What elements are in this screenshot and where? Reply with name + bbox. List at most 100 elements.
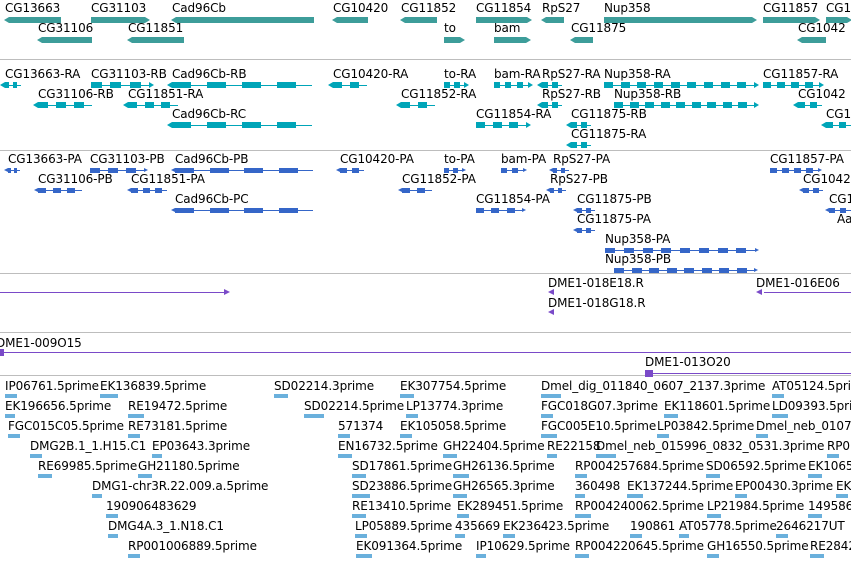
est-label[interactable]: RE2842 [810, 539, 851, 553]
gene-label[interactable]: CG13663 [5, 1, 61, 15]
est-label[interactable]: 2646217UT [776, 519, 845, 533]
transcript-glyph-exon[interactable] [723, 102, 732, 108]
est-label[interactable]: EK137244.5prime [627, 479, 734, 493]
est-glyph[interactable] [443, 454, 457, 458]
transcript-glyph-exon[interactable] [418, 102, 427, 108]
transcript-glyph-exon[interactable] [654, 82, 663, 88]
protein-glyph-exon[interactable] [352, 168, 359, 173]
est-glyph[interactable] [400, 394, 414, 398]
gene-glyph[interactable] [337, 17, 368, 23]
gene-glyph[interactable] [763, 17, 815, 23]
protein-label[interactable]: CG11875-PB [577, 192, 652, 206]
est-glyph[interactable] [657, 434, 669, 438]
est-glyph[interactable] [756, 434, 768, 438]
est-label[interactable]: AT05124.5prime [772, 379, 851, 393]
clone-label[interactable]: DME1-016E06 [756, 276, 840, 290]
transcript-glyph-exon[interactable] [738, 102, 747, 108]
transcript-label[interactable]: CG11852-RA [401, 87, 477, 101]
protein-label[interactable]: Aa [837, 212, 851, 226]
est-glyph[interactable] [827, 454, 839, 458]
protein-glyph-exon[interactable] [661, 248, 671, 253]
est-label[interactable]: RP004220645.5prime [575, 539, 704, 553]
protein-glyph-exon[interactable] [684, 268, 694, 273]
est-label[interactable]: 571374 [338, 419, 384, 433]
est-glyph[interactable] [575, 514, 591, 518]
est-glyph[interactable] [356, 554, 372, 558]
protein-glyph-exon[interactable] [453, 168, 458, 173]
transcript-label[interactable]: Nup358-RA [604, 67, 671, 81]
est-glyph[interactable] [100, 394, 118, 398]
protein-glyph-exon[interactable] [244, 168, 263, 173]
gene-glyph[interactable] [91, 17, 145, 23]
est-label[interactable]: LP13774.3prime [406, 399, 504, 413]
est-glyph[interactable] [776, 534, 788, 538]
est-label[interactable]: EP03643.3prime [152, 439, 250, 453]
est-label[interactable]: EK236423.5prime [503, 519, 610, 533]
est-label[interactable]: RP0 [827, 439, 850, 453]
transcript-glyph-exon[interactable] [810, 102, 817, 108]
est-label[interactable]: Dmel_neb_0107 [756, 419, 851, 433]
transcript-glyph-exon[interactable] [38, 102, 48, 108]
transcript-label[interactable]: Cad96Cb-RC [172, 107, 247, 121]
est-label[interactable]: Dmel_dig_011840_0607_2137.3prime [541, 379, 766, 393]
protein-label[interactable]: CG1 [829, 192, 851, 206]
protein-glyph-exon[interactable] [782, 168, 789, 173]
protein-glyph-exon[interactable] [14, 168, 17, 173]
gene-label[interactable]: CG31103 [91, 1, 147, 15]
protein-glyph-exon[interactable] [175, 208, 194, 213]
transcript-label[interactable]: CG11854-RA [476, 107, 552, 121]
est-label[interactable]: SD02214.5prime [304, 399, 405, 413]
transcript-glyph-exon[interactable] [494, 82, 500, 88]
transcript-glyph-exon[interactable] [172, 122, 191, 128]
gene-glyph[interactable] [405, 17, 437, 23]
clone-glyph-end[interactable] [0, 349, 4, 356]
protein-glyph-exon[interactable] [643, 248, 653, 253]
gene-label[interactable]: RpS27 [542, 1, 581, 15]
est-label[interactable]: DMG4A.3_1.N18.C1 [108, 519, 224, 533]
transcript-glyph-exon[interactable] [145, 102, 154, 108]
transcript-label[interactable]: CG11875-RA [571, 127, 647, 141]
est-label[interactable]: DMG1-chr3R.22.009.a.5prime [92, 479, 269, 493]
transcript-glyph-exon[interactable] [614, 102, 623, 108]
est-glyph[interactable] [772, 414, 788, 418]
protein-glyph-exon[interactable] [632, 268, 642, 273]
transcript-glyph-exon[interactable] [444, 82, 450, 88]
gene-label[interactable]: to [444, 21, 456, 35]
protein-glyph-exon[interactable] [718, 248, 728, 253]
transcript-glyph-exon[interactable] [637, 82, 646, 88]
protein-glyph-exon[interactable] [803, 188, 809, 193]
transcript-glyph-exon[interactable] [826, 122, 833, 128]
transcript-label[interactable]: Nup358-RB [614, 87, 682, 101]
est-glyph[interactable] [138, 474, 152, 478]
est-glyph[interactable] [352, 474, 366, 478]
est-glyph[interactable] [8, 434, 20, 438]
protein-glyph-exon[interactable] [244, 208, 263, 213]
transcript-glyph-exon[interactable] [645, 102, 654, 108]
protein-glyph-exon[interactable] [806, 168, 813, 173]
gene-label[interactable]: CG1 [826, 1, 851, 15]
protein-glyph-exon[interactable] [649, 268, 659, 273]
transcript-glyph-exon[interactable] [704, 82, 713, 88]
transcript-glyph-exon[interactable] [350, 82, 359, 88]
clone-glyph-end[interactable] [645, 370, 653, 377]
est-label[interactable]: IP06761.5prime [5, 379, 99, 393]
protein-glyph-exon[interactable] [501, 168, 507, 173]
protein-glyph-exon[interactable] [8, 168, 11, 173]
est-label[interactable]: 190861 [630, 519, 676, 533]
est-glyph[interactable] [541, 434, 557, 438]
gene-glyph[interactable] [494, 37, 526, 43]
est-label[interactable]: EK1 [836, 479, 851, 493]
transcript-glyph-exon[interactable] [207, 82, 226, 88]
est-glyph[interactable] [453, 494, 467, 498]
est-label[interactable]: EK1065 [808, 459, 851, 473]
protein-glyph-exon[interactable] [605, 248, 615, 253]
est-label[interactable]: EK091364.5prime [356, 539, 463, 553]
est-label[interactable]: FGC015C05.5prime [8, 419, 124, 433]
transcript-glyph-exon[interactable] [791, 82, 799, 88]
transcript-glyph-exon[interactable] [110, 82, 121, 88]
protein-label[interactable]: RpS27-PA [553, 152, 611, 166]
est-label[interactable]: 190906483629 [106, 499, 197, 513]
est-glyph[interactable] [707, 514, 721, 518]
est-label[interactable]: RP004240062.5prime [575, 499, 704, 513]
transcript-glyph-exon[interactable] [805, 82, 813, 88]
